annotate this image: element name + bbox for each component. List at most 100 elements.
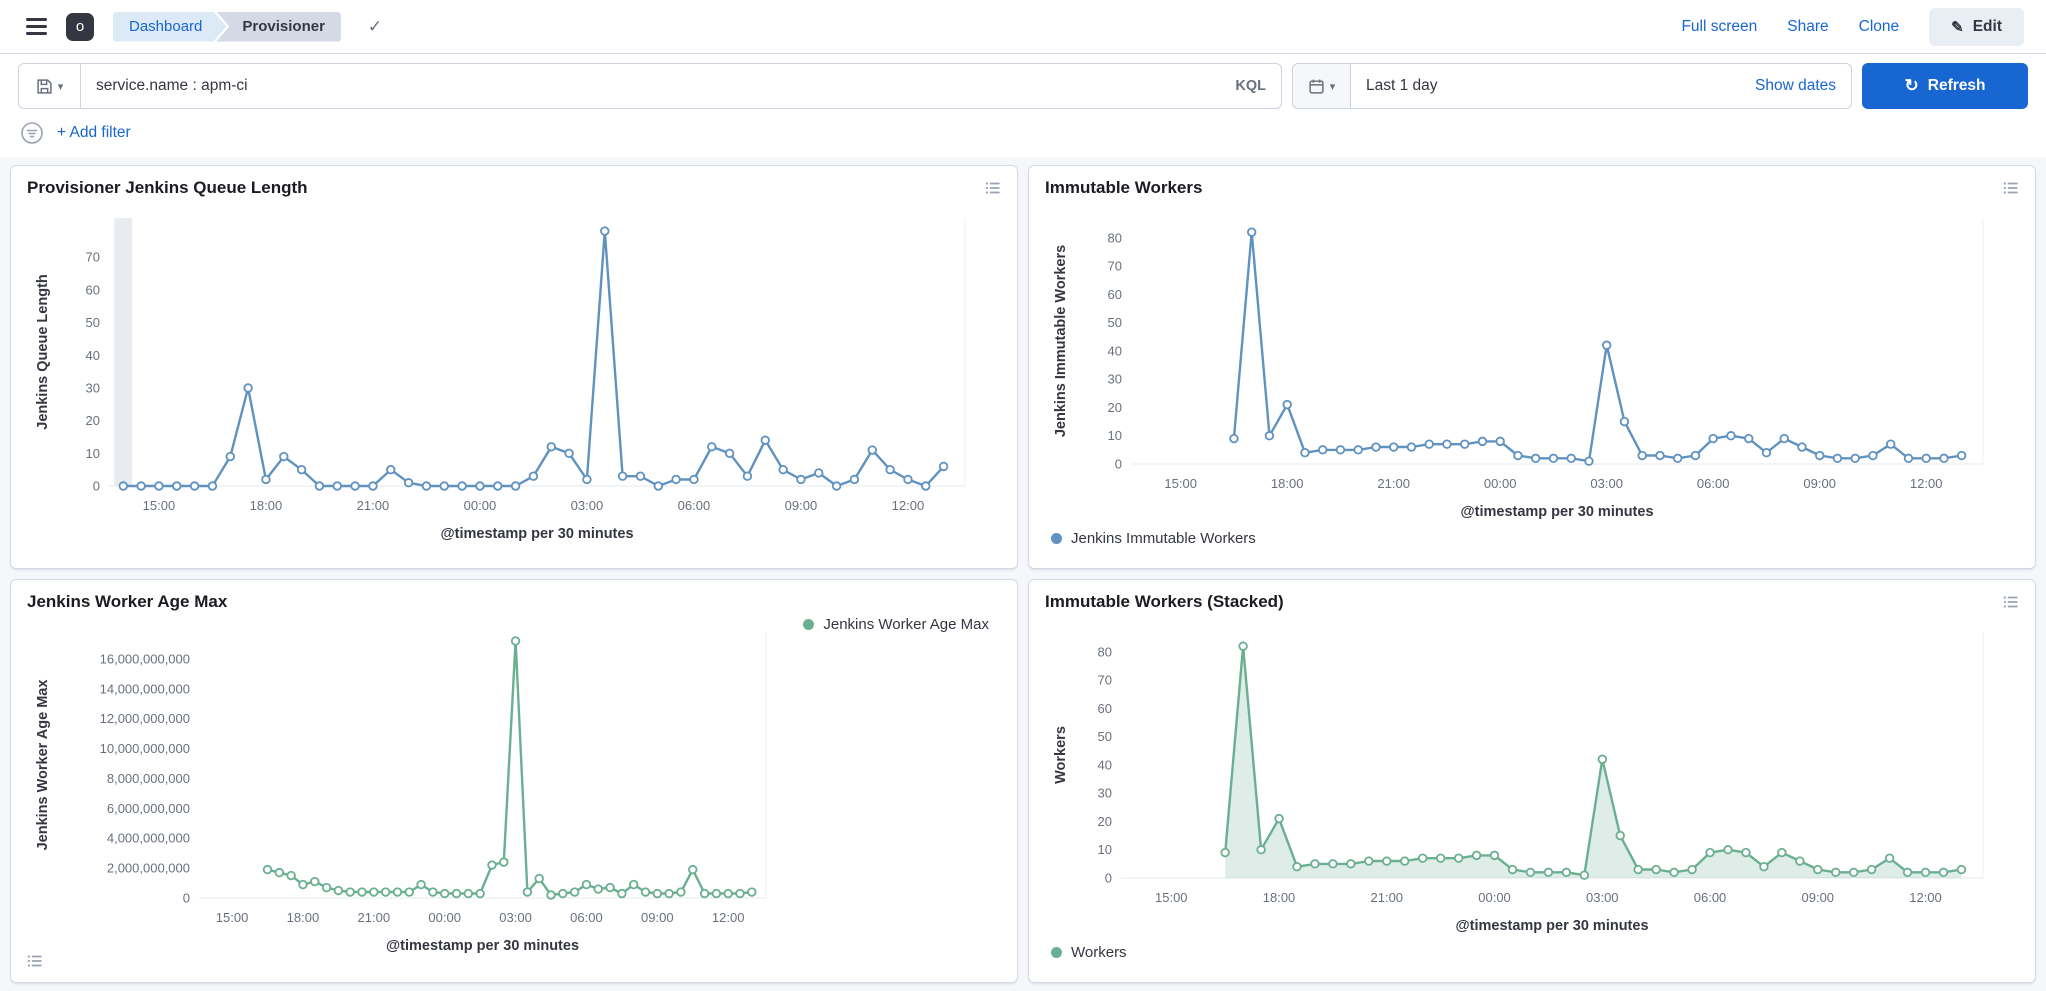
panel-title: Immutable Workers (Stacked) — [1045, 592, 1284, 611]
svg-text:50: 50 — [86, 315, 100, 330]
svg-text:09:00: 09:00 — [1802, 890, 1835, 905]
svg-text:00:00: 00:00 — [1484, 476, 1517, 491]
add-filter-link[interactable]: + Add filter — [57, 124, 131, 141]
svg-text:4,000,000,000: 4,000,000,000 — [107, 831, 190, 846]
svg-text:15:00: 15:00 — [1155, 890, 1188, 905]
svg-text:00:00: 00:00 — [428, 910, 461, 925]
svg-text:0: 0 — [93, 479, 100, 494]
saved-query-menu-button[interactable]: ▾ — [18, 63, 80, 109]
chart-legend[interactable]: Jenkins Immutable Workers — [1045, 530, 2019, 547]
top-nav: o Dashboard Provisioner ✓ Full screen Sh… — [0, 0, 2046, 54]
svg-text:15:00: 15:00 — [143, 498, 176, 513]
chevron-down-icon: ▾ — [1329, 80, 1336, 93]
svg-text:70: 70 — [1098, 673, 1112, 688]
svg-text:80: 80 — [1098, 644, 1112, 659]
svg-text:14,000,000,000: 14,000,000,000 — [100, 681, 190, 696]
panel-options-icon[interactable] — [26, 952, 44, 970]
svg-text:30: 30 — [86, 380, 100, 395]
legend-dot — [803, 619, 815, 630]
query-field: KQL — [80, 63, 1282, 109]
panel-provisioner-jenkins-queue-length: Provisioner Jenkins Queue Length 0 10 20 30… — [10, 165, 1018, 569]
svg-text:Jenkins Queue Length: Jenkins Queue Length — [35, 274, 51, 430]
panel-title: Immutable Workers — [1045, 178, 1203, 197]
filter-icon[interactable] — [20, 121, 44, 145]
dashboard-grid: Provisioner Jenkins Queue Length 0 10 20 30… — [0, 157, 2046, 991]
svg-text:0: 0 — [1115, 457, 1122, 472]
time-range-field: Last 1 day Show dates — [1350, 63, 1852, 109]
panel-options-icon[interactable] — [2002, 593, 2020, 611]
menu-icon[interactable] — [22, 14, 51, 39]
immutable-workers-chart[interactable]: 0 10 20 30 40 50 60 70 80 15:00 18:00 21:00 00:00 03:… — [1045, 202, 2019, 526]
panel-options-icon[interactable] — [2002, 179, 2020, 197]
query-language-badge[interactable]: KQL — [1235, 78, 1266, 94]
svg-text:18:00: 18:00 — [287, 910, 320, 925]
svg-text:03:00: 03:00 — [1586, 890, 1619, 905]
svg-text:20: 20 — [1108, 400, 1122, 415]
svg-text:0: 0 — [1105, 871, 1112, 886]
panel-options-icon[interactable] — [984, 179, 1002, 197]
svg-text:18:00: 18:00 — [1271, 476, 1304, 491]
svg-text:40: 40 — [86, 348, 100, 363]
refresh-button-label: Refresh — [1927, 77, 1986, 94]
svg-text:18:00: 18:00 — [1263, 890, 1296, 905]
worker-age-max-chart[interactable]: 0 2,000,000,000 4,000,000,000 6,000,000,000… — [27, 616, 1001, 960]
share-link[interactable]: Share — [1787, 17, 1829, 35]
svg-text:06:00: 06:00 — [678, 498, 711, 513]
svg-text:03:00: 03:00 — [499, 910, 532, 925]
svg-text:30: 30 — [1098, 786, 1112, 801]
time-range-value[interactable]: Last 1 day — [1366, 77, 1438, 94]
svg-text:@timestamp per 30 minutes: @timestamp per 30 minutes — [1460, 504, 1653, 520]
refresh-icon: ↻ — [1904, 76, 1919, 95]
refresh-button[interactable]: ↻ Refresh — [1862, 63, 2028, 109]
svg-text:10: 10 — [86, 446, 100, 461]
svg-text:40: 40 — [1098, 757, 1112, 772]
svg-text:15:00: 15:00 — [1164, 476, 1197, 491]
panel-jenkins-worker-age-max: Jenkins Worker Age Max 0 2,000,000,000 4,0… — [10, 579, 1018, 983]
svg-text:12,000,000,000: 12,000,000,000 — [100, 711, 190, 726]
edit-button-label: Edit — [1972, 17, 2002, 35]
svg-text:15:00: 15:00 — [216, 910, 249, 925]
date-picker-quick-menu[interactable]: ▾ — [1292, 63, 1350, 109]
svg-text:21:00: 21:00 — [357, 498, 390, 513]
svg-text:18:00: 18:00 — [250, 498, 283, 513]
svg-text:60: 60 — [86, 282, 100, 297]
svg-text:09:00: 09:00 — [785, 498, 818, 513]
svg-text:21:00: 21:00 — [1377, 476, 1410, 491]
svg-text:Jenkins Immutable Workers: Jenkins Immutable Workers — [1053, 245, 1069, 437]
svg-text:10: 10 — [1098, 842, 1112, 857]
clone-link[interactable]: Clone — [1858, 17, 1900, 35]
full-screen-link[interactable]: Full screen — [1681, 17, 1758, 35]
svg-text:09:00: 09:00 — [641, 910, 674, 925]
svg-text:06:00: 06:00 — [570, 910, 603, 925]
query-input[interactable] — [81, 77, 1221, 95]
immutable-workers-stacked-chart[interactable]: 0 10 20 30 40 50 60 70 80 15:00 18:00 21:00 00:00 03:… — [1045, 616, 2019, 940]
svg-text:70: 70 — [86, 250, 100, 265]
svg-text:@timestamp per 30 minutes: @timestamp per 30 minutes — [440, 526, 633, 542]
edit-button[interactable]: ✎ Edit — [1929, 7, 2024, 46]
chart-legend[interactable]: Jenkins Worker Age Max — [803, 616, 989, 633]
legend-label: Jenkins Immutable Workers — [1071, 530, 1256, 547]
svg-text:20: 20 — [1098, 814, 1112, 829]
svg-text:40: 40 — [1108, 343, 1122, 358]
chevron-down-icon: ▾ — [57, 80, 64, 93]
panel-immutable-workers-stacked: Immutable Workers (Stacked) 0 10 20 30 40 50 6… — [1028, 579, 2036, 983]
svg-text:06:00: 06:00 — [1694, 890, 1727, 905]
space-avatar[interactable]: o — [66, 12, 94, 41]
svg-text:2,000,000,000: 2,000,000,000 — [107, 861, 190, 876]
breadcrumb: Dashboard Provisioner — [113, 11, 341, 42]
chart-legend[interactable]: Workers — [1045, 944, 2019, 961]
svg-text:60: 60 — [1098, 701, 1112, 716]
svg-text:21:00: 21:00 — [1371, 890, 1404, 905]
show-dates-link[interactable]: Show dates — [1755, 77, 1836, 94]
svg-text:12:00: 12:00 — [892, 498, 925, 513]
svg-text:Workers: Workers — [1053, 726, 1069, 784]
check-icon[interactable]: ✓ — [367, 16, 383, 36]
svg-text:12:00: 12:00 — [712, 910, 745, 925]
svg-text:09:00: 09:00 — [1803, 476, 1836, 491]
calendar-icon — [1308, 78, 1325, 95]
svg-text:6,000,000,000: 6,000,000,000 — [107, 801, 190, 816]
breadcrumb-dashboard[interactable]: Dashboard — [113, 12, 226, 42]
svg-text:50: 50 — [1108, 315, 1122, 330]
queue-length-chart[interactable]: 0 10 20 30 40 50 60 70 15:00 18:00 21:00 00:00 03:00… — [27, 202, 1001, 548]
svg-text:60: 60 — [1108, 287, 1122, 302]
